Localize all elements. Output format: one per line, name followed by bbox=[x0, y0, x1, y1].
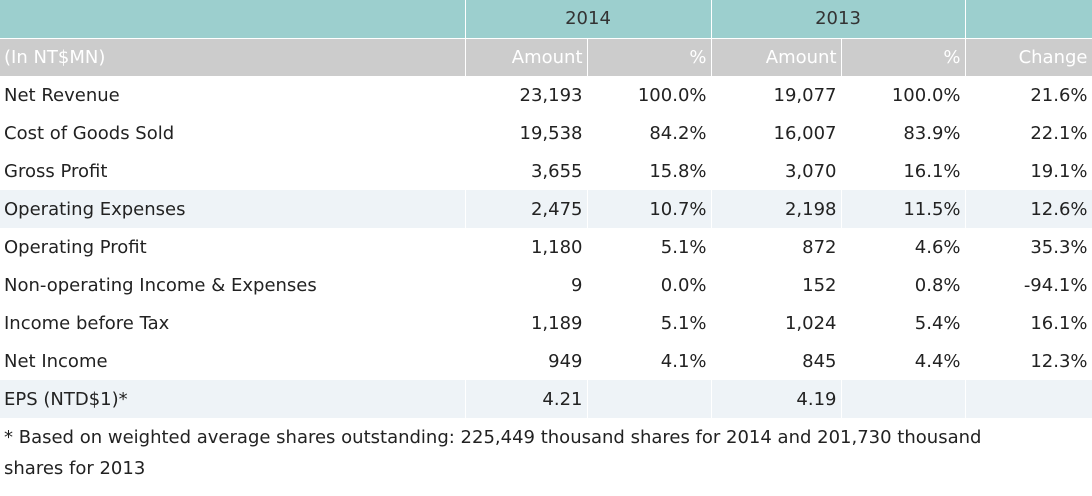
percent-2014: 84.2% bbox=[587, 114, 712, 152]
percent-2013: 4.6% bbox=[841, 228, 966, 266]
amount-2014: 19,538 bbox=[465, 114, 588, 152]
row-label: Income before Tax bbox=[0, 304, 466, 342]
income-statement-table: 2014 2013 (In NT$MN) Amount % Amount % C… bbox=[0, 0, 1092, 418]
change bbox=[965, 380, 1092, 418]
percent-2014: 0.0% bbox=[587, 266, 712, 304]
row-label: Operating Profit bbox=[0, 228, 466, 266]
year-header-blank bbox=[0, 0, 466, 38]
percent-2014: 10.7% bbox=[587, 190, 712, 228]
change: 12.6% bbox=[965, 190, 1092, 228]
percent-2014: 5.1% bbox=[587, 304, 712, 342]
percent-2014: 100.0% bbox=[587, 76, 712, 114]
amount-2014: 1,189 bbox=[465, 304, 588, 342]
change: 12.3% bbox=[965, 342, 1092, 380]
amount-2013: 845 bbox=[711, 342, 842, 380]
table-row: Gross Profit 3,655 15.8% 3,070 16.1% 19.… bbox=[0, 152, 1092, 190]
change: -94.1% bbox=[965, 266, 1092, 304]
amount-2013: 1,024 bbox=[711, 304, 842, 342]
percent-2013 bbox=[841, 380, 966, 418]
table-row: Net Revenue 23,193 100.0% 19,077 100.0% … bbox=[0, 76, 1092, 114]
unit-header: (In NT$MN) bbox=[0, 37, 466, 76]
amount-2014: 3,655 bbox=[465, 152, 588, 190]
footnote: * Based on weighted average shares outst… bbox=[4, 427, 982, 479]
percent-2014: 4.1% bbox=[587, 342, 712, 380]
change-header: Change bbox=[965, 37, 1092, 76]
row-label: Net Income bbox=[0, 342, 466, 380]
percent-2013: 11.5% bbox=[841, 190, 966, 228]
percent-2013: 16.1% bbox=[841, 152, 966, 190]
row-label: Net Revenue bbox=[0, 76, 466, 114]
table-row: EPS (NTD$1)* 4.21 4.19 bbox=[0, 380, 1092, 418]
percent-2013: 4.4% bbox=[841, 342, 966, 380]
row-label: Operating Expenses bbox=[0, 190, 466, 228]
percent-2014: 15.8% bbox=[587, 152, 712, 190]
percent-2014: 5.1% bbox=[587, 228, 712, 266]
table-row: Income before Tax 1,189 5.1% 1,024 5.4% … bbox=[0, 304, 1092, 342]
change: 16.1% bbox=[965, 304, 1092, 342]
change: 19.1% bbox=[965, 152, 1092, 190]
amount-2013: 152 bbox=[711, 266, 842, 304]
amount-2013: 19,077 bbox=[711, 76, 842, 114]
percent-2014 bbox=[587, 380, 712, 418]
amount-2014: 9 bbox=[465, 266, 588, 304]
percent-2013: 100.0% bbox=[841, 76, 966, 114]
amount-2014: 1,180 bbox=[465, 228, 588, 266]
percent-2013: 0.8% bbox=[841, 266, 966, 304]
row-label: Cost of Goods Sold bbox=[0, 114, 466, 152]
year-header-2014: 2014 bbox=[465, 0, 712, 38]
change: 22.1% bbox=[965, 114, 1092, 152]
percent-2014-header: % bbox=[587, 37, 712, 76]
amount-2014: 949 bbox=[465, 342, 588, 380]
change: 21.6% bbox=[965, 76, 1092, 114]
table-row: Operating Expenses 2,475 10.7% 2,198 11.… bbox=[0, 190, 1092, 228]
year-header-row: 2014 2013 bbox=[0, 0, 1092, 38]
table-row: Cost of Goods Sold 19,538 84.2% 16,007 8… bbox=[0, 114, 1092, 152]
amount-2013: 16,007 bbox=[711, 114, 842, 152]
column-header-row: (In NT$MN) Amount % Amount % Change bbox=[0, 37, 1092, 76]
amount-2014: 23,193 bbox=[465, 76, 588, 114]
percent-2013: 83.9% bbox=[841, 114, 966, 152]
percent-2013: 5.4% bbox=[841, 304, 966, 342]
amount-2013: 4.19 bbox=[711, 380, 842, 418]
year-header-change-blank bbox=[965, 0, 1092, 38]
amount-2013: 2,198 bbox=[711, 190, 842, 228]
amount-2013-header: Amount bbox=[711, 37, 842, 76]
table-row: Non-operating Income & Expenses 9 0.0% 1… bbox=[0, 266, 1092, 304]
row-label: EPS (NTD$1)* bbox=[0, 380, 466, 418]
amount-2013: 3,070 bbox=[711, 152, 842, 190]
amount-2014: 4.21 bbox=[465, 380, 588, 418]
amount-2014-header: Amount bbox=[465, 37, 588, 76]
table-row: Operating Profit 1,180 5.1% 872 4.6% 35.… bbox=[0, 228, 1092, 266]
row-label: Non-operating Income & Expenses bbox=[0, 266, 466, 304]
amount-2013: 872 bbox=[711, 228, 842, 266]
year-header-2013: 2013 bbox=[711, 0, 966, 38]
change: 35.3% bbox=[965, 228, 1092, 266]
table-row: Net Income 949 4.1% 845 4.4% 12.3% bbox=[0, 342, 1092, 380]
percent-2013-header: % bbox=[841, 37, 966, 76]
amount-2014: 2,475 bbox=[465, 190, 588, 228]
row-label: Gross Profit bbox=[0, 152, 466, 190]
